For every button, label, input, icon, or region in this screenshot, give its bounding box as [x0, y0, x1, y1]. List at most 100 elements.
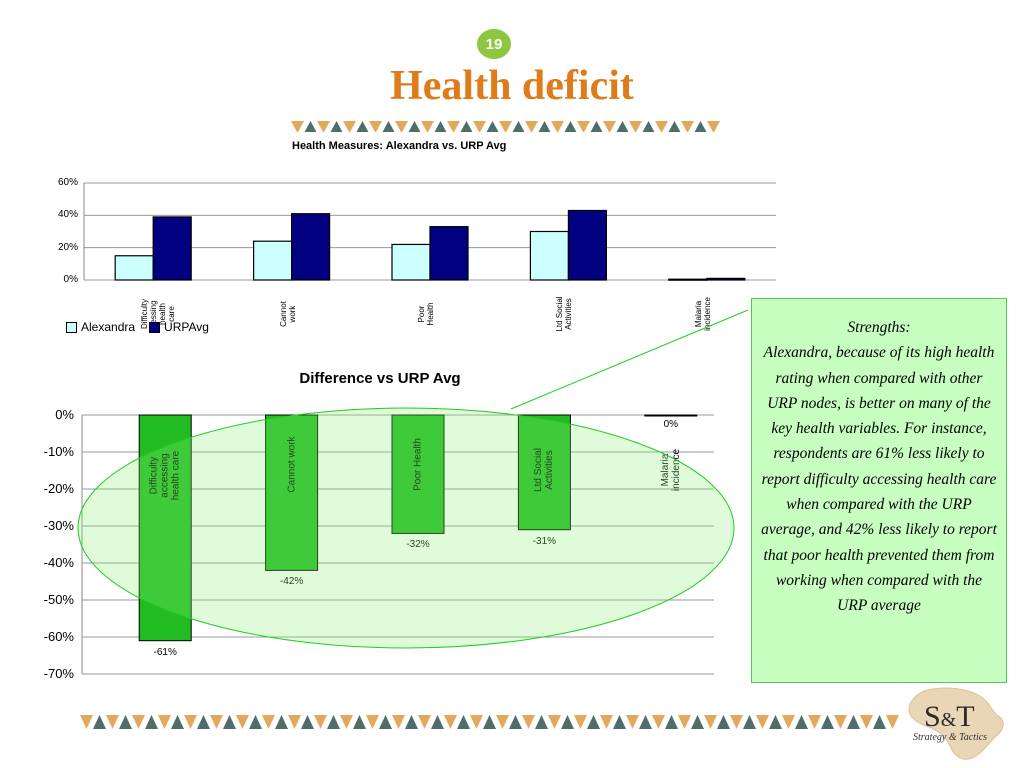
band-triangle	[249, 715, 262, 729]
logo-wordmark: S&T	[924, 700, 975, 734]
chart2-y-tick: -30%	[43, 518, 74, 533]
band-triangle	[577, 121, 590, 132]
band-triangle	[603, 121, 616, 132]
chart1-bar-urpavg	[291, 213, 331, 281]
chart2-bar	[391, 414, 445, 534]
band-triangle	[756, 715, 769, 729]
band-triangle	[629, 121, 642, 132]
band-triangle	[499, 121, 512, 132]
callout-body: Alexandra, because of its high health ra…	[761, 344, 997, 615]
chart2-y-tick: -60%	[43, 629, 74, 644]
bottom-triangle-band	[80, 715, 900, 729]
band-triangle	[210, 715, 223, 729]
band-triangle	[626, 715, 639, 729]
chart2-data-label: -61%	[153, 646, 177, 658]
band-triangle	[379, 715, 392, 729]
chart1-y-tick: 60%	[57, 177, 78, 188]
band-triangle	[288, 715, 301, 729]
band-triangle	[564, 121, 577, 132]
band-triangle	[587, 715, 600, 729]
band-triangle	[171, 715, 184, 729]
chart2-y-tick: -50%	[43, 592, 74, 607]
band-triangle	[590, 121, 603, 132]
band-triangle	[639, 715, 652, 729]
chart2-y-tick: -40%	[43, 555, 74, 570]
strengths-callout-box: Strengths: Alexandra, because of its hig…	[751, 298, 1007, 683]
band-triangle	[652, 715, 665, 729]
band-triangle	[717, 715, 730, 729]
chart2-data-label: 0%	[663, 419, 679, 430]
band-triangle	[847, 715, 860, 729]
band-triangle	[486, 121, 499, 132]
chart1-bar-alexandra	[391, 243, 431, 281]
band-triangle	[561, 715, 574, 729]
band-triangle	[382, 121, 395, 132]
band-triangle	[668, 121, 681, 132]
chart2-data-label: -31%	[519, 536, 569, 547]
band-triangle	[119, 715, 132, 729]
chart1-y-tick: 20%	[57, 241, 78, 253]
band-triangle	[158, 715, 171, 729]
band-triangle	[782, 715, 795, 729]
band-triangle	[616, 121, 629, 132]
chart1-legend: Alexandra URPAvg	[66, 320, 209, 334]
band-triangle	[512, 121, 525, 132]
band-triangle	[808, 715, 821, 729]
chart1-bar-alexandra	[114, 255, 154, 281]
band-triangle	[548, 715, 561, 729]
band-triangle	[522, 715, 535, 729]
band-triangle	[197, 715, 210, 729]
legend-label-urpavg: URPAvg	[164, 320, 209, 334]
band-triangle	[704, 715, 717, 729]
band-triangle	[395, 121, 408, 132]
slide-number-badge: 19	[477, 29, 511, 59]
legend-label-alexandra: Alexandra	[81, 320, 136, 334]
band-triangle	[132, 715, 145, 729]
band-triangle	[873, 715, 886, 729]
chart1-y-tick: 0%	[63, 274, 78, 285]
slide-title: Health deficit	[390, 63, 634, 109]
top-triangle-band-art	[291, 121, 720, 132]
band-triangle	[291, 121, 304, 132]
band-triangle	[447, 121, 460, 132]
band-triangle	[301, 715, 314, 729]
logo-tagline: Strategy & Tactics	[913, 732, 988, 743]
band-triangle	[343, 121, 356, 132]
band-triangle	[145, 715, 158, 729]
logo-letter-s: S	[924, 700, 941, 733]
band-triangle	[369, 121, 382, 132]
callout-heading: Strengths:	[847, 319, 911, 336]
band-triangle	[356, 121, 369, 132]
band-triangle	[405, 715, 418, 729]
band-triangle	[434, 121, 447, 132]
band-triangle	[327, 715, 340, 729]
band-triangle	[314, 715, 327, 729]
chart2-y-tick: -70%	[43, 666, 74, 681]
africa-map-logo-icon	[908, 687, 1004, 760]
band-triangle	[509, 715, 522, 729]
band-triangle	[665, 715, 678, 729]
band-triangle	[535, 715, 548, 729]
band-triangle	[694, 121, 707, 132]
band-triangle	[418, 715, 431, 729]
chart2-y-tick: 0%	[55, 407, 74, 422]
callout-connector-line	[510, 309, 749, 410]
band-triangle	[795, 715, 808, 729]
band-triangle	[473, 121, 486, 132]
chart1-plot	[83, 182, 776, 281]
band-triangle	[691, 715, 704, 729]
band-triangle	[330, 121, 343, 132]
chart2-bar	[517, 414, 571, 531]
band-triangle	[496, 715, 509, 729]
legend-swatch-alexandra	[66, 321, 77, 333]
band-triangle	[574, 715, 587, 729]
band-triangle	[730, 715, 743, 729]
chart2-y-tick: -20%	[43, 481, 74, 496]
band-triangle	[93, 715, 106, 729]
band-triangle	[340, 715, 353, 729]
chart1-bar-urpavg	[152, 216, 192, 281]
chart1-bar-urpavg	[429, 226, 469, 281]
band-triangle	[743, 715, 756, 729]
chart1-bar-alexandra	[529, 230, 570, 281]
